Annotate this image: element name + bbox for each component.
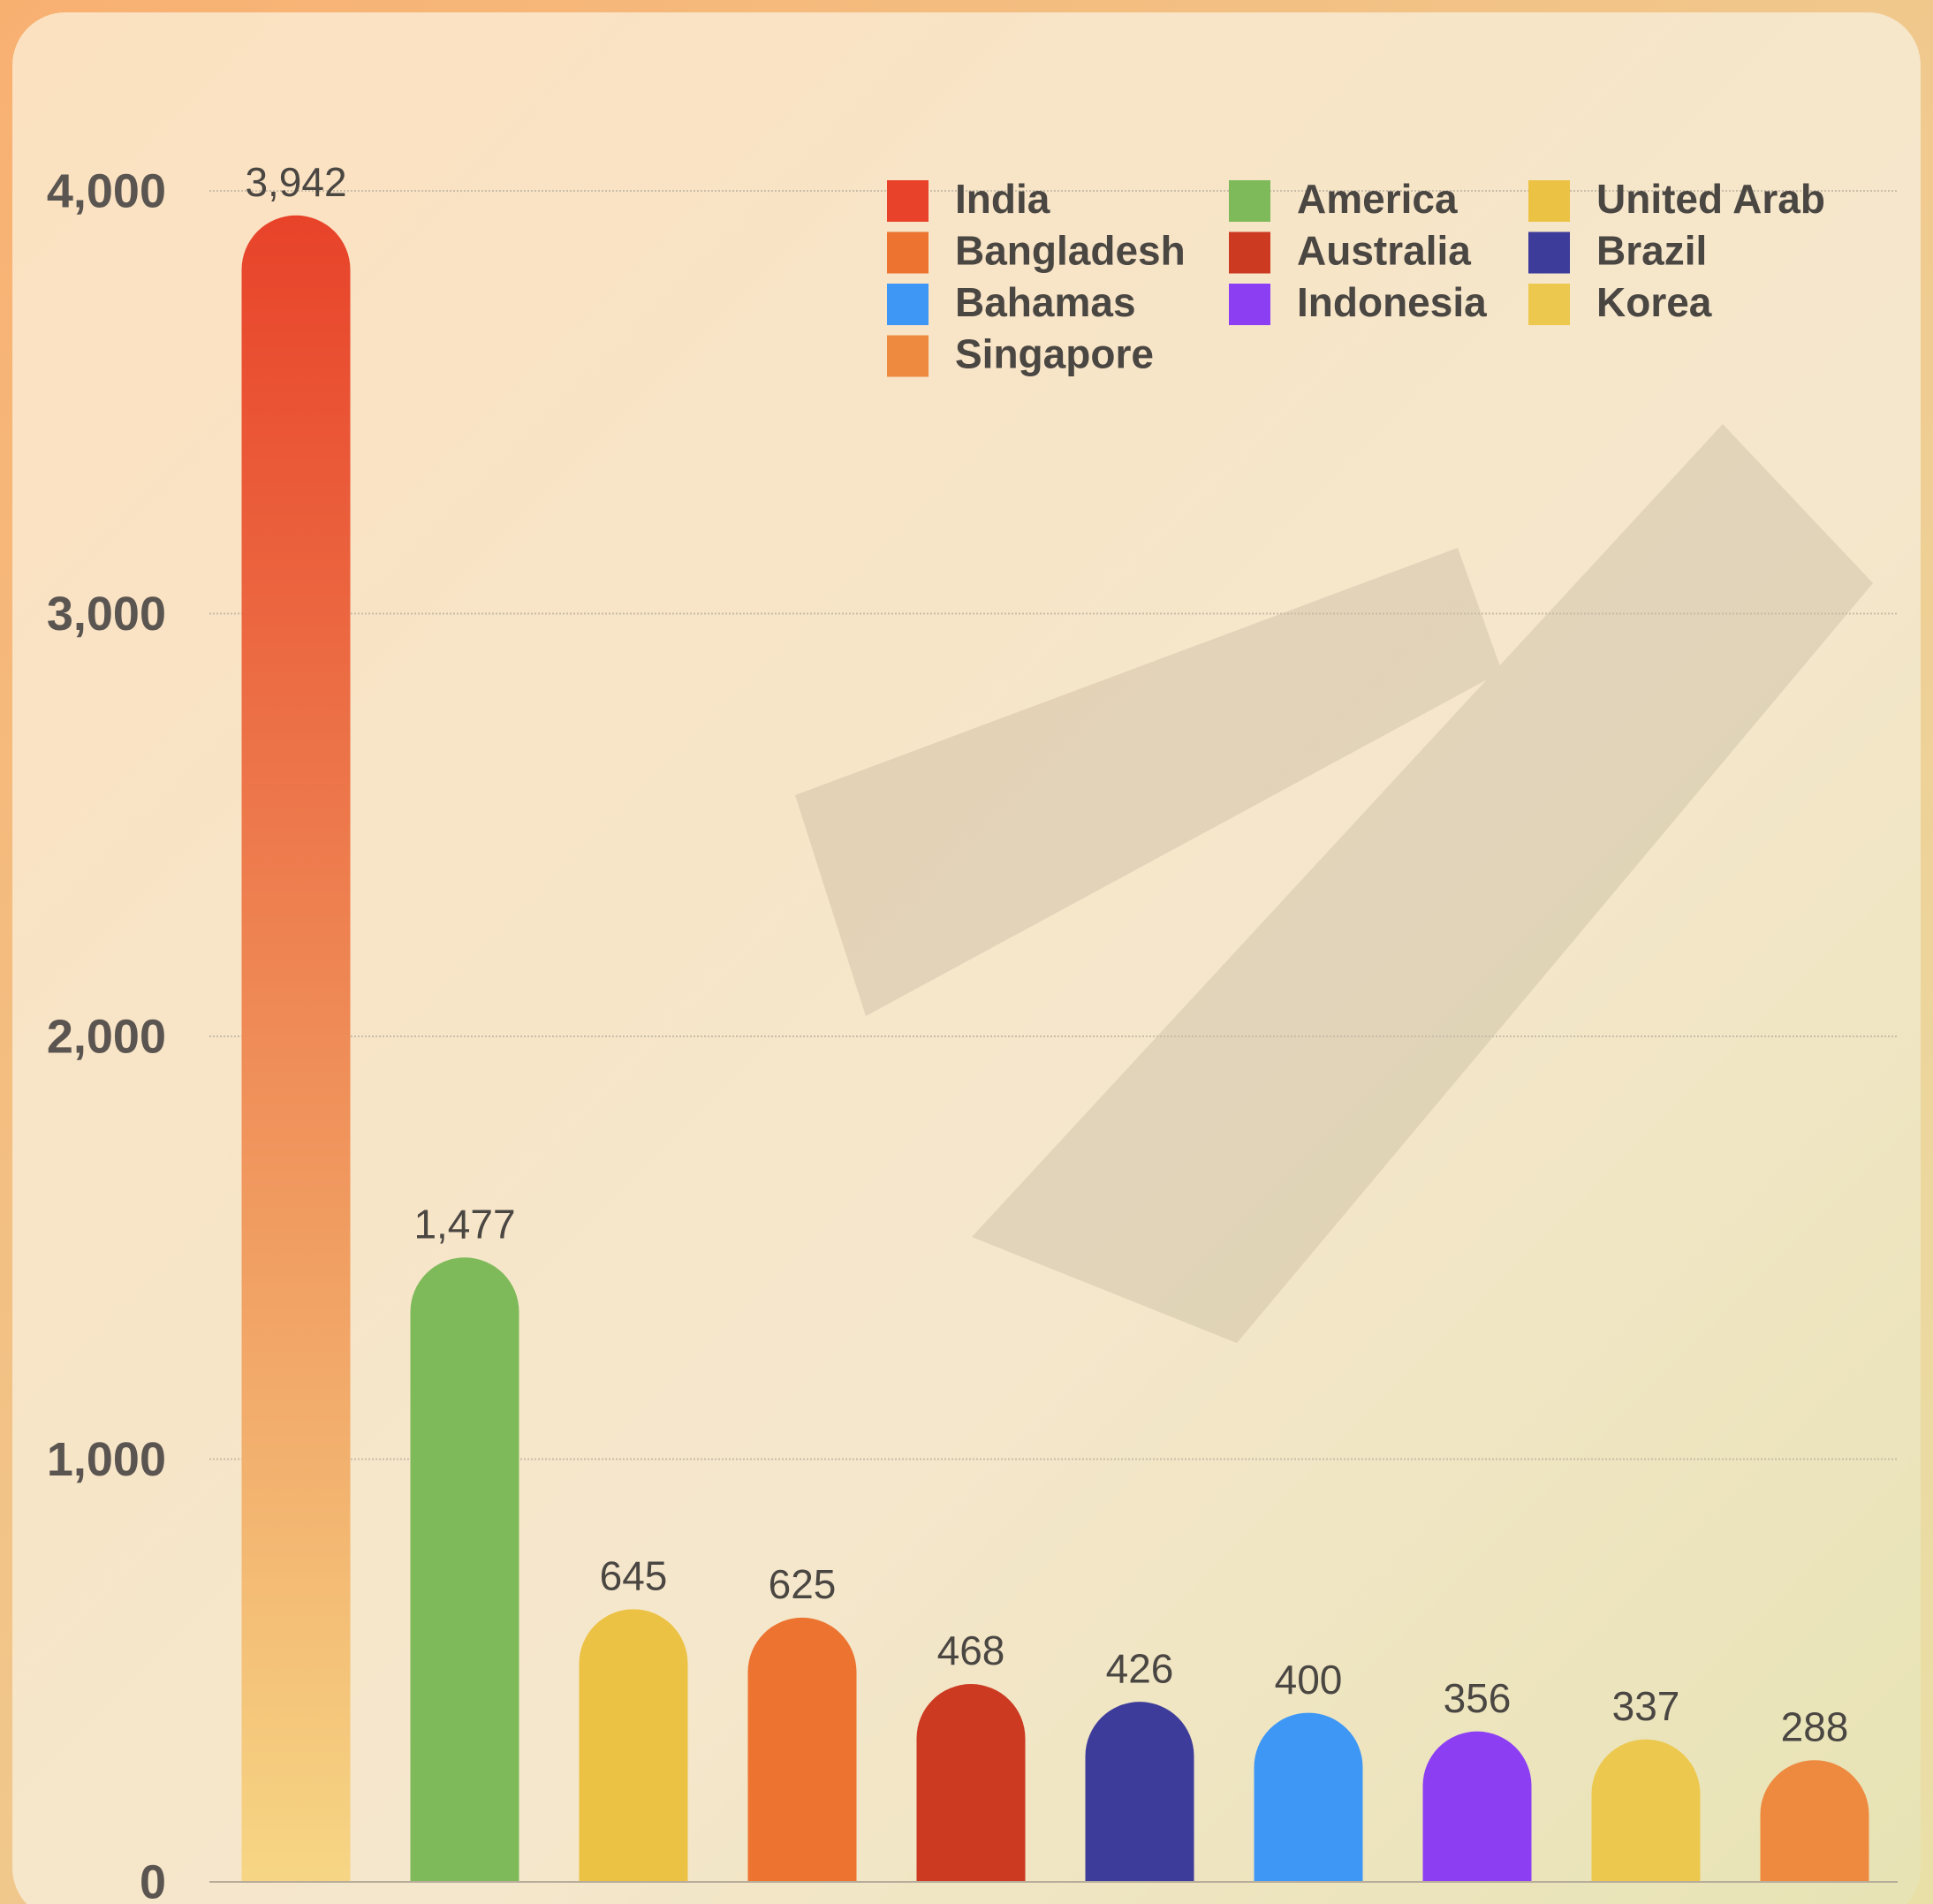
value-label: 288 <box>1781 1703 1849 1749</box>
bar <box>580 1609 688 1882</box>
value-label: 468 <box>937 1627 1005 1673</box>
value-label: 3,942 <box>245 159 346 205</box>
y-tick-label: 0 <box>140 1855 166 1904</box>
legend-label: America <box>1297 176 1458 222</box>
value-label: 625 <box>769 1561 837 1607</box>
bar <box>1761 1760 1869 1882</box>
legend-label: Singapore <box>955 331 1154 377</box>
y-tick-label: 4,000 <box>47 164 166 217</box>
bar <box>748 1618 857 1882</box>
legend-swatch <box>1229 180 1270 222</box>
value-label: 400 <box>1275 1657 1343 1703</box>
value-label: 426 <box>1106 1645 1174 1691</box>
legend-label: United Arab <box>1596 176 1825 222</box>
legend-label: Bangladesh <box>955 228 1186 274</box>
bar <box>917 1684 1026 1882</box>
legend-swatch <box>1528 284 1570 325</box>
legend-label: Korea <box>1596 279 1712 325</box>
legend-swatch <box>887 284 929 325</box>
bar <box>1423 1732 1532 1882</box>
legend-swatch <box>887 180 929 222</box>
value-label: 356 <box>1444 1675 1512 1721</box>
legend-swatch <box>1528 232 1570 274</box>
value-label: 645 <box>600 1553 668 1599</box>
y-tick-label: 1,000 <box>47 1433 166 1486</box>
bar <box>411 1257 519 1882</box>
legend-label: Brazil <box>1596 228 1707 274</box>
bar <box>242 216 351 1882</box>
legend-swatch <box>887 336 929 377</box>
bar <box>1255 1713 1363 1882</box>
legend-label: Australia <box>1297 228 1471 274</box>
bar <box>1592 1740 1701 1882</box>
legend-label: Bahamas <box>955 279 1136 325</box>
legend-swatch <box>887 232 929 274</box>
bar <box>1086 1702 1194 1882</box>
value-label: 337 <box>1612 1683 1680 1729</box>
y-tick-label: 3,000 <box>47 588 166 641</box>
y-tick-label: 2,000 <box>47 1010 166 1063</box>
legend-swatch <box>1229 232 1270 274</box>
legend-swatch <box>1229 284 1270 325</box>
legend-label: Indonesia <box>1297 279 1487 325</box>
legend-label: India <box>955 176 1050 222</box>
legend-swatch <box>1528 180 1570 222</box>
value-label: 1,477 <box>413 1201 515 1247</box>
chart: 0 1,000 2,000 3,000 4,000 3,942 India 1,477 Amer… <box>0 0 1933 1904</box>
